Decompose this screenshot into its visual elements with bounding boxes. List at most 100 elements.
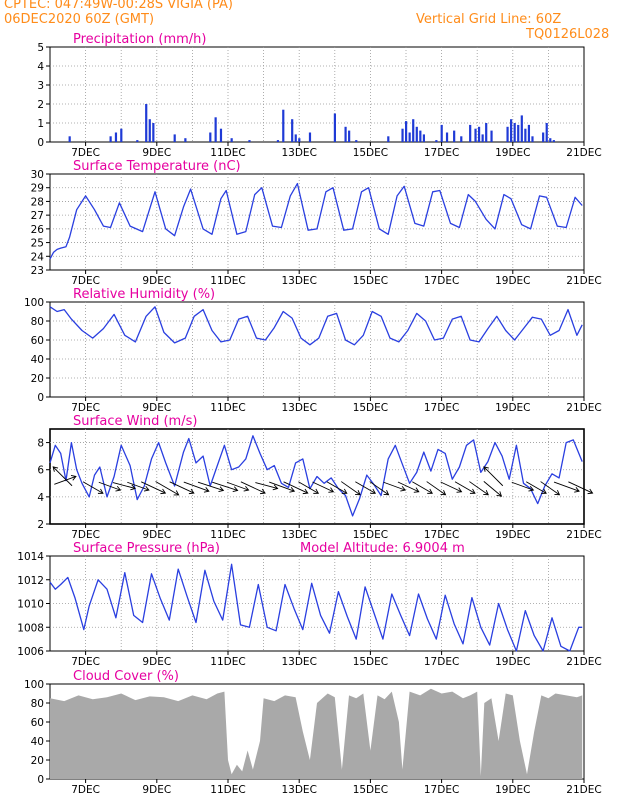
plot-frame	[49, 46, 585, 143]
panel-title: Relative Humidity (%)	[73, 287, 215, 302]
wind-vector-head	[370, 488, 377, 494]
wind-vector	[469, 481, 489, 496]
wind-vector-head	[355, 490, 361, 496]
wind-vector	[312, 481, 334, 493]
wind-vector-head	[341, 488, 348, 494]
precip-bar	[308, 132, 312, 142]
x-tick-label: 17DEC	[424, 784, 459, 796]
precip-bar	[549, 138, 552, 142]
x-tick-label: 15DEC	[353, 784, 388, 796]
y-tick-label: 1	[37, 118, 44, 130]
precip-bar	[282, 109, 285, 142]
x-tick-label: 7DEC	[71, 147, 100, 159]
precip-bar	[344, 126, 347, 142]
x-tick-label: 15DEC	[353, 147, 388, 159]
wind-vector-head	[440, 490, 447, 496]
y-tick-label: 1006	[17, 646, 44, 658]
wind-vector-head	[260, 488, 266, 495]
precip-bar	[527, 124, 531, 142]
wind-vector-head	[528, 485, 535, 492]
x-tick-label: 21DEC	[566, 275, 601, 287]
wind-vector-head	[218, 486, 225, 493]
x-tick-label: 21DEC	[566, 529, 601, 541]
precip-bar	[136, 140, 139, 142]
wind-vector-head	[302, 488, 309, 495]
precip-bar	[219, 128, 223, 142]
panel-title: Surface Pressure (hPa)	[73, 541, 220, 556]
wind-vector	[82, 481, 104, 494]
wind-vector-head	[574, 487, 580, 493]
wind-vector-head	[173, 490, 180, 496]
x-tick-label: 7DEC	[71, 784, 100, 796]
wind-vector	[568, 481, 593, 494]
y-tick-label: 20	[31, 755, 44, 767]
x-tick-label: 19DEC	[495, 784, 530, 796]
wind-vector	[140, 481, 166, 494]
precip-bar	[490, 130, 493, 142]
x-tick-label: 7DEC	[71, 656, 100, 668]
wind-vector	[440, 481, 462, 493]
x-tick-label: 17DEC	[424, 147, 459, 159]
wind-vector	[383, 481, 406, 491]
precip-bar	[435, 140, 438, 142]
y-tick-label: 0	[37, 392, 44, 404]
wind-vector-head	[143, 485, 150, 492]
y-tick-label: 25	[31, 238, 44, 250]
x-tick-label: 17DEC	[424, 275, 459, 287]
x-tick-label: 19DEC	[495, 402, 530, 414]
x-tick-label: 9DEC	[142, 656, 171, 668]
precip-bar	[230, 138, 233, 142]
y-tick-label: 80	[31, 698, 44, 710]
x-tick-label: 19DEC	[495, 529, 530, 541]
wind-vector-head	[203, 487, 210, 493]
wind-vector	[52, 466, 73, 487]
panel-pres: 7DEC 9DEC 11DEC 13DEC 15DEC 17DEC 19DEC 21DEC 10…	[17, 541, 601, 668]
wind-vector	[511, 481, 534, 491]
precip-bar	[114, 132, 118, 142]
y-tick-label: 60	[31, 335, 44, 347]
panel-temp: 7DEC 9DEC 11DEC 13DEC 15DEC 17DEC 19DEC 21DEC 23…	[31, 159, 602, 287]
wind-vector-head	[456, 487, 463, 493]
wind-vector	[155, 481, 179, 496]
wind-vector-head	[289, 487, 296, 493]
y-tick-label: 40	[31, 736, 44, 748]
panel-title: Cloud Cover (%)	[73, 669, 179, 684]
wind-vector-head	[383, 490, 390, 496]
x-tick-label: 9DEC	[142, 275, 171, 287]
wind-vector-head	[496, 491, 503, 497]
precip-bar	[445, 132, 449, 142]
precip-bar	[542, 132, 545, 142]
precip-bar	[524, 128, 527, 142]
x-tick-label: 15DEC	[353, 529, 388, 541]
y-tick-label: 2	[37, 99, 44, 111]
precip-bar	[552, 140, 555, 142]
y-tick-label: 1014	[17, 551, 44, 563]
x-tick-label: 17DEC	[424, 402, 459, 414]
wind-vector-head	[328, 487, 335, 493]
series-line-rh	[49, 306, 583, 346]
precip-bar	[298, 138, 301, 142]
precip-bar	[209, 132, 212, 142]
x-tick-label: 13DEC	[281, 529, 316, 541]
wind-vector	[340, 481, 361, 496]
precip-bar	[531, 136, 534, 142]
panel-wind: 7DEC 9DEC 11DEC 13DEC 15DEC 17DEC 19DEC 21DEC 2 4…	[37, 414, 601, 541]
wind-vector-head	[115, 485, 122, 492]
wind-vector-head	[413, 487, 420, 493]
wind-vector-head	[130, 484, 137, 491]
x-tick-label: 7DEC	[71, 402, 100, 414]
panel-annotation: Model Altitude: 6.9004 m	[300, 541, 465, 556]
wind-vector	[212, 481, 238, 491]
precip-bar	[355, 140, 358, 142]
wind-vector	[540, 481, 560, 496]
precip-bar	[173, 134, 176, 142]
x-tick-label: 11DEC	[210, 529, 245, 541]
wind-vector	[298, 481, 319, 494]
precip-bar	[506, 126, 509, 142]
x-tick-label: 9DEC	[142, 784, 171, 796]
x-tick-label: 21DEC	[566, 656, 601, 668]
wind-vector-head	[160, 488, 167, 495]
wind-vector-head	[541, 488, 547, 494]
x-tick-label: 9DEC	[142, 529, 171, 541]
precip-bar	[152, 123, 155, 142]
